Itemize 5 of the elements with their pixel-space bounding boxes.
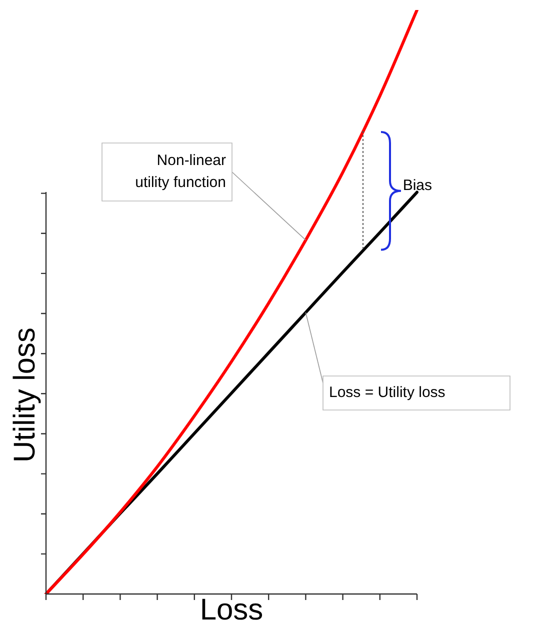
annotation: Bias bbox=[402, 177, 432, 194]
annotation: Non-linear utility function bbox=[135, 152, 226, 192]
x-axis-title: Loss bbox=[200, 593, 264, 626]
annotation: Loss = Utility loss bbox=[329, 384, 446, 402]
y-axis-title: Utility loss bbox=[8, 327, 42, 463]
